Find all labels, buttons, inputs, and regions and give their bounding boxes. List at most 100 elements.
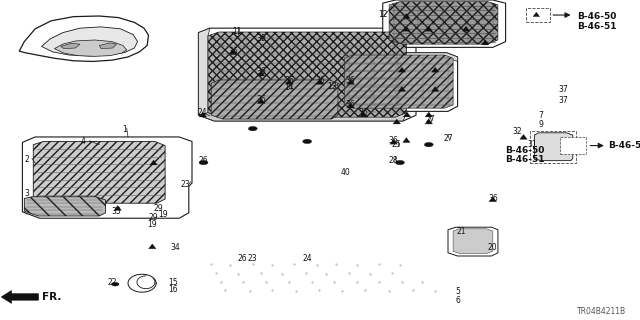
Text: 21: 21 xyxy=(456,227,465,236)
Text: 2: 2 xyxy=(24,156,29,164)
Polygon shape xyxy=(211,80,338,119)
Polygon shape xyxy=(257,71,265,76)
Polygon shape xyxy=(533,12,540,17)
Circle shape xyxy=(424,142,433,147)
Bar xyxy=(530,131,576,163)
Polygon shape xyxy=(347,79,355,84)
Text: 36: 36 xyxy=(346,76,356,85)
Polygon shape xyxy=(489,197,497,202)
Circle shape xyxy=(111,282,119,286)
Text: B-46-51: B-46-51 xyxy=(506,156,545,164)
Polygon shape xyxy=(338,53,458,111)
Text: B-46-50: B-46-50 xyxy=(577,12,617,21)
Text: 7: 7 xyxy=(538,111,543,120)
Polygon shape xyxy=(425,119,433,124)
Polygon shape xyxy=(360,112,367,117)
Polygon shape xyxy=(431,67,439,72)
Text: TR04B4211B: TR04B4211B xyxy=(577,307,626,316)
Text: 31: 31 xyxy=(527,140,538,149)
Text: 26: 26 xyxy=(198,156,209,165)
Text: 39: 39 xyxy=(256,34,266,43)
Polygon shape xyxy=(61,43,80,49)
Text: 1: 1 xyxy=(122,125,127,134)
Text: 32: 32 xyxy=(512,127,522,136)
Polygon shape xyxy=(403,13,410,18)
Text: 37: 37 xyxy=(558,96,568,105)
Polygon shape xyxy=(481,40,489,45)
Text: 36: 36 xyxy=(488,194,498,203)
Text: 36: 36 xyxy=(284,76,294,85)
Text: 19: 19 xyxy=(147,220,157,229)
Text: 20: 20 xyxy=(488,243,498,252)
Text: 9: 9 xyxy=(538,120,543,129)
Polygon shape xyxy=(398,67,406,72)
Text: 16: 16 xyxy=(168,285,178,294)
Text: 27: 27 xyxy=(443,134,453,143)
Text: 29: 29 xyxy=(154,204,164,213)
Text: 36: 36 xyxy=(346,100,356,109)
Text: B-46-50: B-46-50 xyxy=(608,141,640,150)
Text: 37: 37 xyxy=(558,85,568,94)
Polygon shape xyxy=(453,229,493,253)
Circle shape xyxy=(396,160,404,165)
Polygon shape xyxy=(198,28,416,121)
Polygon shape xyxy=(403,112,411,117)
Polygon shape xyxy=(33,141,165,203)
Text: 24: 24 xyxy=(197,108,207,117)
Polygon shape xyxy=(199,112,207,117)
Circle shape xyxy=(199,160,208,165)
Polygon shape xyxy=(150,160,157,165)
Polygon shape xyxy=(24,197,106,216)
Text: 36: 36 xyxy=(256,68,266,76)
Polygon shape xyxy=(114,205,122,210)
Polygon shape xyxy=(42,27,138,56)
Polygon shape xyxy=(520,134,527,139)
Polygon shape xyxy=(534,133,573,161)
Text: 22: 22 xyxy=(108,278,116,287)
Polygon shape xyxy=(22,137,192,218)
Text: 29: 29 xyxy=(148,213,159,222)
Polygon shape xyxy=(19,16,148,61)
Circle shape xyxy=(303,139,312,144)
Text: 23: 23 xyxy=(180,180,191,189)
Text: 19: 19 xyxy=(158,210,168,219)
Bar xyxy=(526,8,550,22)
Text: 25: 25 xyxy=(392,140,402,149)
Polygon shape xyxy=(257,99,265,103)
Text: 11: 11 xyxy=(232,27,241,36)
Text: 5: 5 xyxy=(455,287,460,296)
Text: B-46-51: B-46-51 xyxy=(577,22,617,31)
Polygon shape xyxy=(198,113,406,121)
Text: 40: 40 xyxy=(340,168,351,177)
Polygon shape xyxy=(398,86,406,91)
Text: 27: 27 xyxy=(425,116,435,124)
Text: 23: 23 xyxy=(248,254,258,263)
Polygon shape xyxy=(383,0,506,47)
Text: 36: 36 xyxy=(256,95,266,104)
Text: 36: 36 xyxy=(228,47,238,56)
Polygon shape xyxy=(99,43,116,49)
Text: 26: 26 xyxy=(237,254,247,263)
Polygon shape xyxy=(54,40,127,56)
Polygon shape xyxy=(425,112,433,117)
Polygon shape xyxy=(425,26,433,31)
Text: 28: 28 xyxy=(389,156,398,165)
Text: 13: 13 xyxy=(326,82,337,91)
Text: 4: 4 xyxy=(81,137,86,146)
Polygon shape xyxy=(431,86,439,91)
Text: 6: 6 xyxy=(455,296,460,305)
Text: 36: 36 xyxy=(358,108,369,117)
Polygon shape xyxy=(316,79,324,84)
Polygon shape xyxy=(390,139,397,144)
Text: 3: 3 xyxy=(24,189,29,198)
Text: 34: 34 xyxy=(170,243,180,252)
Text: 15: 15 xyxy=(168,278,178,287)
Polygon shape xyxy=(403,138,410,142)
Text: 36: 36 xyxy=(388,136,399,145)
Polygon shape xyxy=(344,55,453,108)
Polygon shape xyxy=(448,227,498,256)
Text: B-46-50: B-46-50 xyxy=(506,146,545,155)
Circle shape xyxy=(248,126,257,131)
Text: 36: 36 xyxy=(315,76,325,85)
Polygon shape xyxy=(338,53,458,61)
